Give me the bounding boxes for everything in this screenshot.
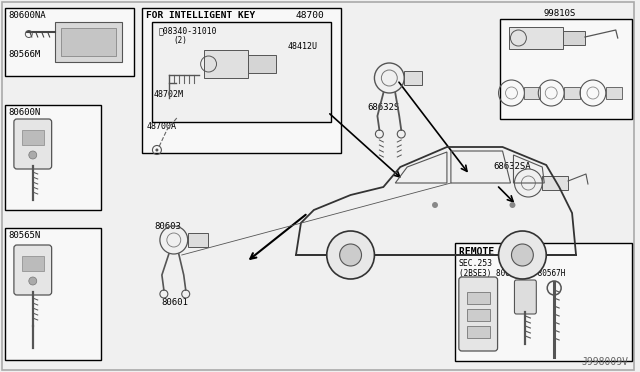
Text: FOR INTELLIGENT KEY: FOR INTELLIGENT KEY: [146, 11, 255, 20]
Bar: [467, 292, 490, 304]
Circle shape: [340, 244, 362, 266]
Bar: [467, 309, 490, 321]
Circle shape: [511, 244, 533, 266]
FancyBboxPatch shape: [14, 119, 52, 169]
Circle shape: [327, 231, 374, 279]
Text: 48700A: 48700A: [147, 122, 177, 131]
Bar: [248, 55, 276, 73]
Text: 48700: 48700: [296, 11, 324, 20]
Bar: [204, 50, 248, 78]
Text: J998009V: J998009V: [581, 357, 628, 367]
Text: 80566M: 80566M: [8, 50, 40, 59]
Bar: [5, 228, 101, 360]
Text: 80601: 80601: [161, 298, 188, 307]
Text: 48702M: 48702M: [154, 90, 184, 99]
Bar: [563, 31, 585, 45]
Bar: [61, 28, 116, 56]
Bar: [455, 243, 632, 361]
Bar: [542, 176, 568, 190]
Circle shape: [509, 202, 515, 208]
Text: 80603: 80603: [154, 222, 181, 231]
Text: 80600NA: 80600NA: [8, 11, 45, 20]
Text: 99810S: 99810S: [543, 9, 575, 18]
Bar: [188, 233, 207, 247]
Bar: [509, 27, 563, 49]
Circle shape: [29, 277, 36, 285]
FancyBboxPatch shape: [515, 280, 536, 314]
Bar: [5, 105, 101, 210]
Bar: [606, 87, 621, 99]
Circle shape: [29, 151, 36, 159]
Bar: [524, 87, 540, 99]
Text: SEC.253: SEC.253: [459, 259, 493, 268]
Circle shape: [156, 148, 159, 151]
Circle shape: [432, 202, 438, 208]
Text: 80600N: 80600N: [8, 108, 40, 117]
Bar: [152, 22, 331, 122]
Bar: [564, 87, 580, 99]
Circle shape: [499, 231, 547, 279]
Bar: [467, 326, 490, 338]
Text: (2BSE3) 80600NB  80567H: (2BSE3) 80600NB 80567H: [459, 269, 565, 278]
Text: 80565N: 80565N: [8, 231, 40, 240]
Text: 48412U: 48412U: [288, 42, 318, 51]
Bar: [500, 19, 632, 119]
Bar: [142, 8, 340, 153]
Text: REMOTE SWITCH: REMOTE SWITCH: [459, 247, 535, 257]
FancyBboxPatch shape: [459, 277, 497, 351]
Bar: [22, 256, 44, 271]
Text: 68632S: 68632S: [367, 103, 400, 112]
FancyBboxPatch shape: [14, 245, 52, 295]
Text: 68632SA: 68632SA: [493, 162, 531, 171]
Bar: [5, 8, 134, 76]
Bar: [54, 22, 122, 62]
Text: (2): (2): [174, 36, 188, 45]
Text: Ⓝ08340-31010: Ⓝ08340-31010: [159, 26, 218, 35]
Bar: [404, 71, 422, 85]
Bar: [22, 130, 44, 145]
